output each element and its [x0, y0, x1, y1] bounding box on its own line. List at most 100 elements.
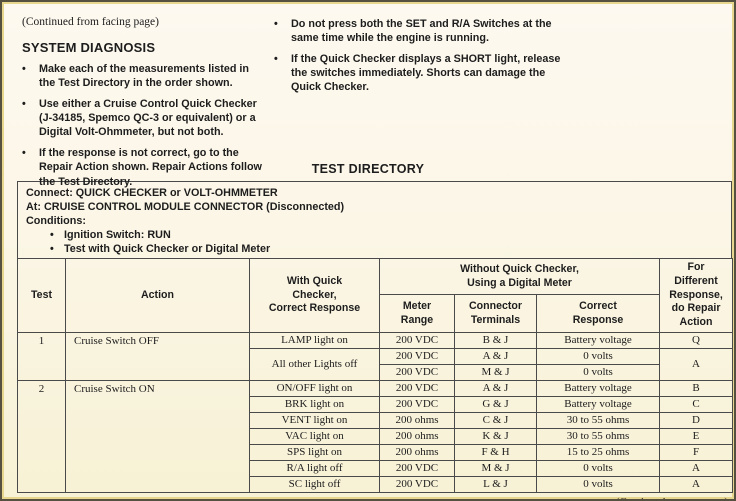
system-diagnosis-bullets: Make each of the measurements listed in …: [22, 62, 262, 189]
test-number-cell: 2: [17, 379, 66, 493]
condition-item: Ignition Switch: RUN: [26, 228, 723, 242]
bullet-icon: [50, 242, 64, 256]
response-cell: 30 to 55 ohms: [535, 427, 661, 445]
repair-action-cell: Q: [659, 331, 734, 349]
repair-action-cell: C: [659, 395, 734, 413]
test-directory-table: Test Action With Quick Checker, Correct …: [17, 258, 734, 493]
condition-text: Test with Quick Checker or Digital Meter: [64, 243, 271, 256]
table-row: 2 Cruise Switch ON ON/OFF light on 200 V…: [17, 379, 734, 493]
intro-notes-section: (Continued from facing page) SYSTEM DIAG…: [2, 12, 734, 188]
header-without-quick-checker: Without Quick Checker, Using a Digital M…: [378, 258, 661, 296]
list-item: Use either a Cruise Control Quick Checke…: [22, 97, 262, 140]
header-with-quick-checker: With Quick Checker, Correct Response: [249, 258, 380, 333]
test-number-cell: 1: [17, 331, 66, 381]
terminals-cell: A & J: [454, 379, 537, 397]
terminals-cell: M & J: [454, 363, 537, 381]
repair-action-cell: A: [659, 459, 734, 477]
repair-action-cell: E: [659, 427, 734, 445]
terminals-cell: K & J: [454, 427, 537, 445]
quick-checker-cell: LAMP light on: [249, 331, 380, 349]
meter-range-cell: 200 VDC: [379, 459, 455, 477]
meter-range-cell: 200 VDC: [379, 475, 455, 493]
bullet-text: Do not press both the SET and R/A Switch…: [291, 18, 552, 45]
table-preamble: Connect: QUICK CHECKER or VOLT-OHMMETER …: [17, 181, 732, 259]
meter-range-cell: 200 ohms: [379, 411, 455, 429]
caution-bullets: Do not press both the SET and R/A Switch…: [274, 17, 574, 95]
test-directory-title: TEST DIRECTORY: [311, 162, 425, 176]
terminals-cell: F & H: [454, 443, 537, 461]
list-item: Make each of the measurements listed in …: [22, 62, 262, 91]
bullet-icon: [274, 17, 291, 46]
meter-range-cell: 200 ohms: [379, 443, 455, 461]
terminals-cell: M & J: [454, 459, 537, 477]
header-test: Test: [17, 258, 66, 333]
bullet-text: If the response is not correct, go to th…: [39, 146, 262, 188]
quick-checker-cell: SC light off: [249, 475, 380, 493]
list-item: If the response is not correct, go to th…: [22, 146, 262, 189]
table-row: SPS light on 200 ohms F & H 15 to 25 ohm…: [18, 443, 734, 461]
table-row: 200 VDC M & J 0 volts: [18, 363, 733, 381]
connect-line: Connect: QUICK CHECKER or VOLT-OHMMETER: [26, 187, 278, 199]
continued-next-note: (Continued on next page): [2, 496, 728, 499]
response-cell: Battery voltage: [535, 331, 661, 349]
condition-item: Test with Quick Checker or Digital Meter: [26, 242, 723, 256]
table-row: VENT light on 200 ohms C & J 30 to 55 oh…: [18, 411, 734, 429]
table-row: SC light off 200 VDC L & J 0 volts A: [18, 475, 734, 493]
quick-checker-cell: ON/OFF light on: [249, 379, 380, 397]
table-row: VAC light on 200 ohms K & J 30 to 55 ohm…: [18, 427, 734, 445]
conditions-label: Conditions:: [26, 215, 86, 228]
test-directory-table-wrap: Connect: QUICK CHECKER or VOLT-OHMMETER …: [17, 181, 734, 493]
response-cell: 0 volts: [535, 475, 661, 493]
bullet-text: Make each of the measurements listed in …: [39, 63, 250, 90]
condition-text: Ignition Switch: RUN: [64, 229, 171, 242]
terminals-cell: A & J: [454, 347, 537, 365]
quick-checker-cell: VAC light on: [249, 427, 380, 445]
meter-range-cell: 200 VDC: [379, 395, 455, 413]
bullet-icon: [50, 228, 64, 242]
terminals-cell: B & J: [454, 331, 537, 349]
repair-action-cell: B: [659, 379, 734, 397]
table-row: All other Lights off 200 VDC A & J 0 vol…: [18, 347, 734, 381]
list-item: Do not press both the SET and R/A Switch…: [274, 17, 574, 46]
bullet-icon: [22, 97, 39, 140]
repair-action-cell: D: [659, 411, 734, 429]
meter-range-cell: 200 VDC: [379, 347, 455, 365]
meter-range-cell: 200 VDC: [379, 379, 455, 397]
bullet-text: Use either a Cruise Control Quick Checke…: [39, 97, 257, 139]
continued-from-note: (Continued from facing page): [22, 16, 159, 28]
at-line: At: CRUISE CONTROL MODULE CONNECTOR (Dis…: [26, 201, 345, 214]
meter-range-cell: 200 VDC: [379, 331, 455, 349]
quick-checker-cell: R/A light off: [249, 459, 380, 477]
response-cell: 0 volts: [535, 363, 661, 381]
bullet-text: If the Quick Checker displays a SHORT li…: [291, 52, 561, 94]
response-cell: 15 to 25 ohms: [535, 443, 661, 461]
action-cell: Cruise Switch OFF: [65, 331, 250, 381]
quick-checker-cell: BRK light on: [249, 395, 380, 413]
repair-action-cell: A: [659, 347, 734, 381]
quick-checker-cell: SPS light on: [249, 443, 380, 461]
terminals-cell: L & J: [454, 475, 537, 493]
meter-range-cell: 200 VDC: [379, 363, 455, 381]
meter-range-cell: 200 ohms: [379, 427, 455, 445]
quick-checker-cell: All other Lights off: [249, 347, 380, 381]
terminals-cell: C & J: [454, 411, 537, 429]
quick-checker-cell: VENT light on: [249, 411, 380, 429]
action-cell: Cruise Switch ON: [65, 379, 250, 493]
left-column: (Continued from facing page) SYSTEM DIAG…: [22, 14, 262, 195]
table-row: 1 Cruise Switch OFF LAMP light on 200 VD…: [17, 331, 734, 381]
bullet-icon: [274, 52, 291, 95]
response-cell: 30 to 55 ohms: [535, 411, 661, 429]
response-cell: Battery voltage: [535, 379, 661, 397]
header-correct-response: Correct Response: [535, 294, 661, 333]
terminals-cell: G & J: [454, 395, 537, 413]
header-action: Action: [65, 258, 250, 333]
repair-action-cell: A: [659, 475, 734, 493]
bullet-icon: [22, 146, 39, 189]
header-connector-terminals: Connector Terminals: [454, 294, 537, 333]
response-cell: Battery voltage: [535, 395, 661, 413]
repair-action-cell: F: [659, 443, 734, 461]
system-diagnosis-heading: SYSTEM DIAGNOSIS: [22, 40, 156, 55]
response-cell: 0 volts: [535, 459, 661, 477]
right-column: Do not press both the SET and R/A Switch…: [274, 14, 574, 101]
